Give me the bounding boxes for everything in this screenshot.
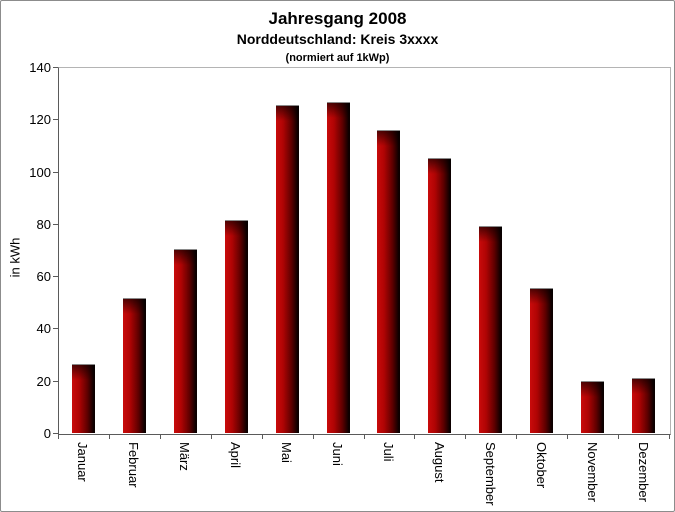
x-axis-tick [516,434,517,439]
x-axis-tick [669,434,670,439]
y-axis-tick [53,381,58,382]
x-tick-label-märz: März [177,442,192,471]
x-tick-label-november: November [585,442,600,502]
y-tick-label: 140 [29,60,51,75]
x-axis-tick [364,434,365,439]
bar-mai [276,105,299,433]
y-tick-label: 60 [36,269,51,284]
y-tick-label: 100 [29,165,51,180]
y-axis-tick [53,433,58,434]
y-tick-label: 120 [29,112,51,127]
x-tick-label-februar: Februar [126,442,141,488]
bar-juni [327,102,350,433]
x-axis-tick [567,434,568,439]
x-tick-label-september: September [483,442,498,506]
bar-april [225,220,248,433]
x-tick-label-august: August [432,442,447,483]
x-axis-tick [313,434,314,439]
x-axis-tick [211,434,212,439]
x-tick-label-juni: Juni [330,442,345,466]
bar-märz [174,249,197,433]
bar-juli [377,130,400,433]
x-axis-tick [160,434,161,439]
plot-area [58,67,671,435]
y-tick-label: 80 [36,217,51,232]
chart-titles: Jahresgang 2008 Norddeutschland: Kreis 3… [1,9,674,66]
x-tick-label-mai: Mai [279,442,294,463]
y-tick-label: 40 [36,321,51,336]
chart-subtitle: Norddeutschland: Kreis 3xxxx [236,31,439,48]
x-tick-label-april: April [228,442,243,469]
y-axis-tick [53,276,58,277]
x-tick-label-januar: Januar [75,442,90,482]
y-tick-label: 0 [43,426,51,441]
bar-september [479,226,502,433]
bar-februar [123,298,146,433]
bar-dezember [632,378,655,433]
x-axis-tick [262,434,263,439]
x-tick-label-dezember: Dezember [636,442,651,502]
bar-august [428,158,451,433]
x-axis-tick [109,434,110,439]
x-axis-tick [58,434,59,439]
y-axis-tick [53,119,58,120]
chart-note: (normiert auf 1kWp) [285,51,390,64]
bar-november [581,381,604,433]
bar-januar [72,364,95,433]
y-axis-tick [53,224,58,225]
y-tick-label: 20 [36,374,51,389]
y-axis-tick [53,328,58,329]
x-axis-tick [618,434,619,439]
y-axis-tick [53,172,58,173]
chart-title: Jahresgang 2008 [268,9,407,28]
x-axis-tick [465,434,466,439]
x-axis-tick [414,434,415,439]
x-tick-label-juli: Juli [381,442,396,462]
y-axis-tick [53,67,58,68]
bar-oktober [530,288,553,433]
x-tick-label-oktober: Oktober [534,442,549,489]
